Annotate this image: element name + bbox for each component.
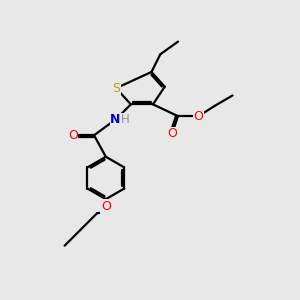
Text: O: O [68, 129, 78, 142]
Text: O: O [167, 127, 177, 140]
Text: S: S [112, 82, 120, 95]
Text: N: N [110, 112, 121, 126]
Text: O: O [101, 200, 111, 213]
Text: O: O [194, 110, 203, 123]
Text: H: H [121, 113, 130, 126]
